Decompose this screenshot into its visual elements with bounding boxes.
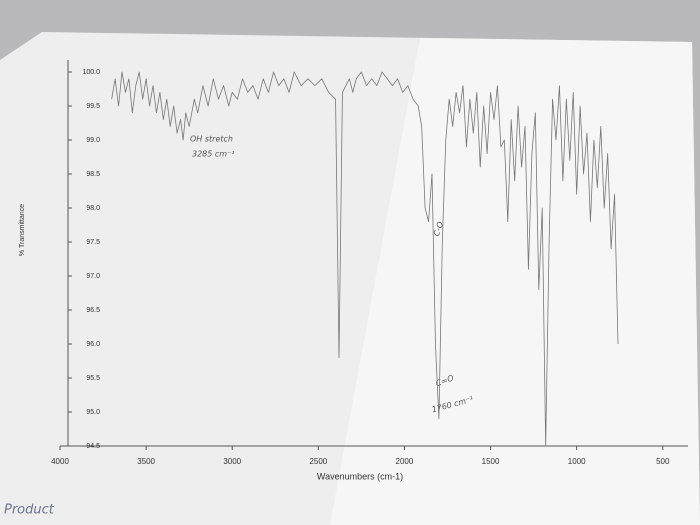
x-tick-label: 3500 <box>137 457 155 466</box>
spectrum-line <box>111 71 619 447</box>
x-tick-label: 500 <box>656 457 670 466</box>
y-tick-label: 99.5 <box>86 103 100 110</box>
x-tick-label: 2500 <box>309 457 327 466</box>
x-axis-label: Wavenumbers (cm-1) <box>317 471 403 481</box>
y-tick-label: 97.0 <box>86 273 100 280</box>
y-tick-label: 97.5 <box>86 239 100 246</box>
annotation: OH stretch <box>190 135 233 144</box>
annotation: 3285 cm⁻¹ <box>192 150 235 159</box>
y-tick-label: 98.5 <box>86 171 100 178</box>
chart: Wavenumbers (cm-1) % Transmittance OH st… <box>4 60 688 518</box>
legend-entry: Product <box>4 503 55 518</box>
y-tick-label: 96.0 <box>86 341 100 348</box>
y-tick-label: 96.5 <box>86 307 100 314</box>
y-tick-label: 94.5 <box>86 443 100 450</box>
x-tick-label: 3000 <box>223 457 241 466</box>
x-tick-label: 2000 <box>396 457 414 466</box>
y-tick-label: 95.5 <box>86 375 100 382</box>
y-tick-label: 95.0 <box>86 409 100 416</box>
y-axis-label: % Transmittance <box>19 204 26 256</box>
y-tick-label: 99.0 <box>86 137 100 144</box>
x-tick-label: 4000 <box>51 457 69 466</box>
x-tick-label: 1500 <box>482 457 500 466</box>
y-tick-label: 100.0 <box>82 69 100 76</box>
x-tick-label: 1000 <box>568 457 586 466</box>
y-tick-label: 98.0 <box>86 205 100 212</box>
